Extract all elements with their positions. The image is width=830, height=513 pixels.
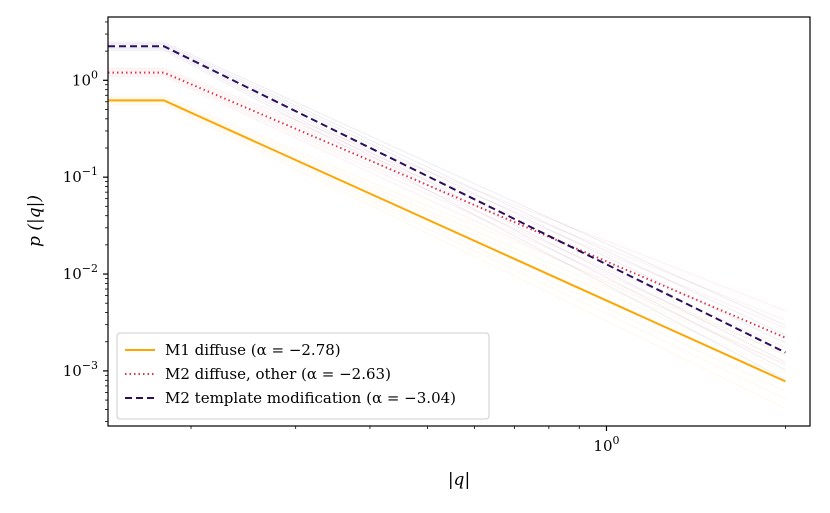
sample-line-1-1 <box>108 74 786 356</box>
plot-frame <box>107 16 811 427</box>
sample-line-2-5 <box>108 41 786 326</box>
y-tick-label-3: 100 <box>72 68 98 89</box>
sample-line-1-5 <box>108 68 786 312</box>
legend-label-m2-template: M2 template modification (α = −3.04) <box>165 389 456 407</box>
legend-frame <box>116 332 490 420</box>
sample-line-0-1 <box>108 102 786 400</box>
legend-label-m2-other: M2 diffuse, other (α = −2.63) <box>165 365 391 383</box>
series-line-1 <box>108 71 786 339</box>
sample-line-0-3 <box>108 98 786 373</box>
x-axis-label: |q| <box>448 470 470 490</box>
y-tick-label-2: 10−1 <box>63 165 98 186</box>
faint-samples-band <box>108 41 786 409</box>
sample-line-2-4 <box>108 43 786 336</box>
x-tick-label-0: 100 <box>593 434 619 455</box>
sample-line-1-4 <box>108 69 786 321</box>
sample-line-2-3 <box>108 44 786 344</box>
sample-line-1-3 <box>108 70 786 329</box>
sample-line-0-5 <box>108 95 786 355</box>
y-axis-label: p (|q|) <box>25 195 45 247</box>
sample-line-1-2 <box>108 73 786 348</box>
legend-label-m1: M1 diffuse (α = −2.78) <box>165 341 341 359</box>
sample-line-2-1 <box>108 48 786 371</box>
sample-line-1-0 <box>108 76 786 366</box>
sample-line-2-2 <box>108 47 786 363</box>
sample-line-0-4 <box>108 97 786 365</box>
ticks-layer: 10−3 10−2 10−1 100 100 <box>63 21 786 455</box>
sample-line-2-0 <box>108 49 786 381</box>
series-line-0 <box>108 99 786 383</box>
y-tick-label-1: 10−2 <box>63 262 98 283</box>
legend: M1 diffuse (α = −2.78) M2 diffuse, other… <box>116 332 490 420</box>
y-tick-label-0: 10−3 <box>63 359 98 380</box>
series-layer <box>108 45 786 383</box>
series-line-2 <box>108 45 786 354</box>
sample-line-0-0 <box>108 104 786 409</box>
sample-line-0-2 <box>108 101 786 392</box>
